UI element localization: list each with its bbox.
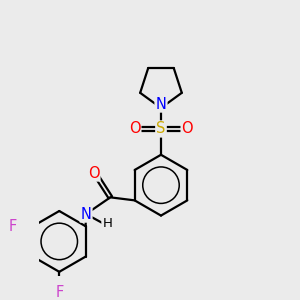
Text: N: N xyxy=(81,207,92,222)
Text: N: N xyxy=(155,97,167,112)
Text: H: H xyxy=(102,217,112,230)
Text: F: F xyxy=(8,219,17,234)
Text: O: O xyxy=(88,166,99,181)
Text: O: O xyxy=(129,122,140,136)
Text: S: S xyxy=(156,122,166,136)
Text: F: F xyxy=(55,285,63,300)
Text: O: O xyxy=(182,122,193,136)
